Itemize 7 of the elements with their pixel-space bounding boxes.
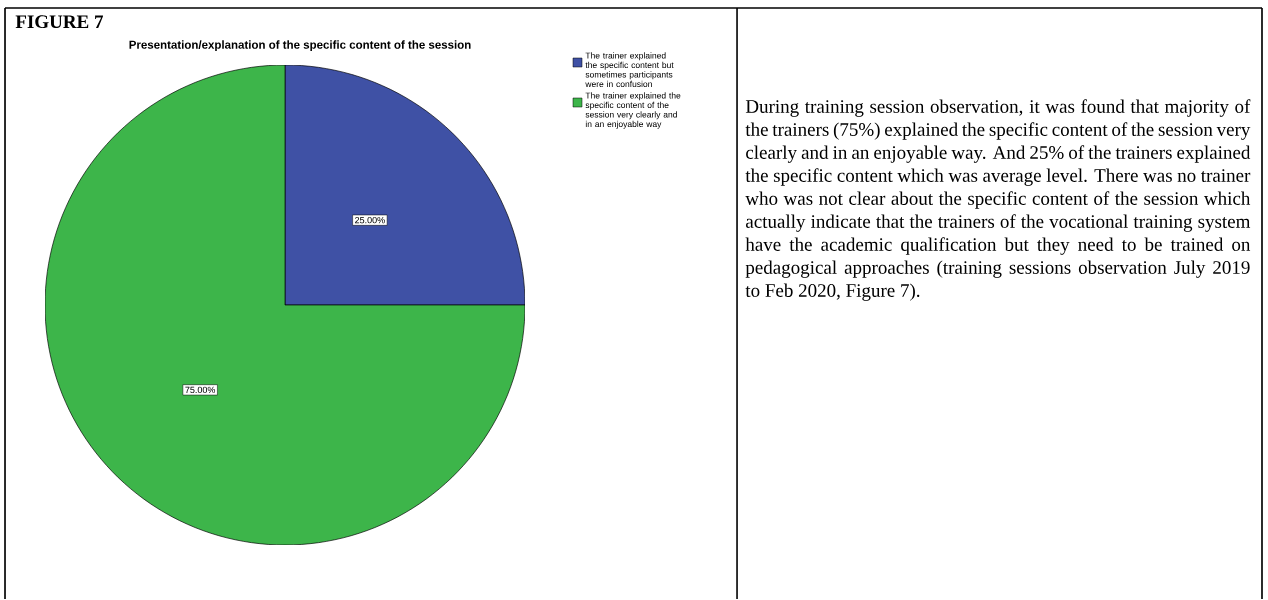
- chart-subtitle: Presentation/explanation of the specific content of the session: [129, 40, 471, 52]
- data-label: 75.00%: [185, 386, 216, 394]
- data-label: 25.00%: [355, 217, 385, 224]
- text: During training session observation, it was found that majority of the trainers (75%) explained the specific content of the session very clearly and in an enjoyable way. And 25% of the trainers explained the specific content which was average level. There was no trainer who was not clear about the specific content of the session which actually indicate that the trainers of the vocational training system have the academic qualification but they need to be trained on pedagogical approaches (training sessions observation July 2019 to Feb 2020, Figure 7).: [745, 99, 1251, 301]
- legend-label: The trainer explained the specific content but sometimes participants were in confusion: [585, 52, 674, 88]
- legend-label: The trainer explained the specific content of the session very clearly and in an enjoyable way: [585, 92, 681, 129]
- chart-title: FIGURE 7: [15, 15, 104, 29]
